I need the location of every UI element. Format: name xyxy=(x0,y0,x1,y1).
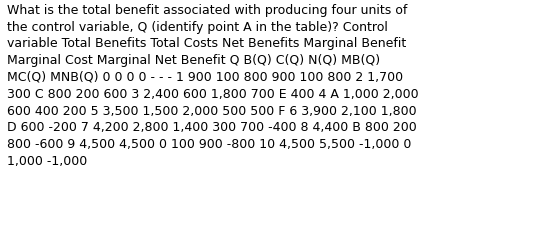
Text: What is the total benefit associated with producing four units of
the control va: What is the total benefit associated wit… xyxy=(7,4,419,167)
